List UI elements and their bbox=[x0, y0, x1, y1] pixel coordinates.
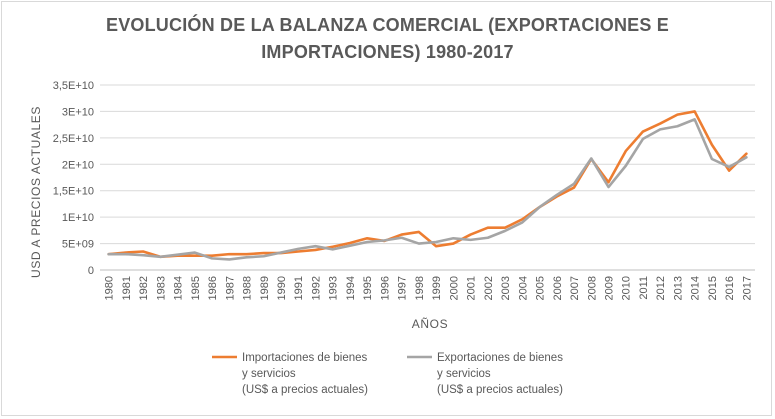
y-axis-label: USD A PRECIOS ACTUALES bbox=[29, 106, 43, 278]
x-tick-label: 1998 bbox=[414, 276, 426, 300]
y-axis-tick-labels: 0 5E+09 1E+10 1,5E+10 2E+10 2,5E+10 3E+10 3,5E+… bbox=[53, 80, 94, 277]
chart-title-line-1: EVOLUCIÓN DE LA BALANZA COMERCIAL (EXPOR… bbox=[105, 15, 670, 35]
x-tick-label: 2013 bbox=[672, 276, 684, 300]
x-tick-label: 2000 bbox=[448, 276, 460, 300]
x-tick-label: 2004 bbox=[517, 276, 529, 300]
x-tick-label: 2016 bbox=[724, 276, 736, 300]
x-tick-label: 1990 bbox=[276, 276, 288, 300]
x-tick-label: 2005 bbox=[535, 276, 547, 300]
x-tick-label: 1981 bbox=[121, 276, 133, 300]
x-tick-label: 2015 bbox=[707, 276, 719, 300]
x-tick-label: 2012 bbox=[655, 276, 667, 300]
x-tick-label: 1992 bbox=[310, 276, 322, 300]
x-tick-label: 1991 bbox=[293, 276, 305, 300]
x-tick-label: 1993 bbox=[328, 276, 340, 300]
legend: Importaciones de bienes y servicios (US$ a… bbox=[212, 352, 563, 396]
x-tick-label: 1989 bbox=[259, 276, 271, 300]
x-tick-label: 2003 bbox=[500, 276, 512, 300]
legend-label: Importaciones de bienes y servicios (US$ a… bbox=[242, 352, 368, 396]
x-axis-label: AÑOS bbox=[412, 317, 448, 331]
x-tick-label: 1988 bbox=[242, 276, 254, 300]
y-tick-label: 2E+10 bbox=[62, 159, 94, 171]
y-tick-label: 0 bbox=[88, 265, 94, 277]
x-tick-label: 1996 bbox=[379, 276, 391, 300]
x-tick-label: 1995 bbox=[362, 276, 374, 300]
y-tick-label: 5E+09 bbox=[62, 239, 94, 251]
x-tick-label: 1985 bbox=[190, 276, 202, 300]
series-line-exportaciones bbox=[107, 118, 748, 261]
legend-item-importaciones: Importaciones de bienes y servicios (US$ a… bbox=[212, 352, 368, 396]
y-tick-label: 3E+10 bbox=[62, 106, 94, 118]
x-tick-label: 2002 bbox=[483, 276, 495, 300]
x-tick-label: 2017 bbox=[741, 276, 753, 300]
x-tick-label: 2007 bbox=[569, 276, 581, 300]
x-tick-label: 1987 bbox=[224, 276, 236, 300]
legend-item-exportaciones: Exportaciones de bienes y servicios (US$ a… bbox=[407, 352, 563, 396]
series-lines bbox=[107, 110, 748, 261]
x-tick-label: 2009 bbox=[603, 276, 615, 300]
x-tick-label: 1986 bbox=[207, 276, 219, 300]
y-tick-label: 3,5E+10 bbox=[53, 80, 94, 92]
x-tick-label: 2014 bbox=[690, 276, 702, 300]
x-tick-label: 2008 bbox=[586, 276, 598, 300]
x-axis-tick-labels: 1980 1981 1982 1983 1984 1985 1986 1987 1988 1989… bbox=[104, 276, 754, 300]
x-tick-label: 1983 bbox=[155, 276, 167, 300]
x-tick-label: 1994 bbox=[345, 276, 357, 300]
y-tick-label: 1,5E+10 bbox=[53, 186, 94, 198]
y-tick-label: 2,5E+10 bbox=[53, 133, 94, 145]
x-tick-label: 1980 bbox=[104, 276, 116, 300]
x-tick-label: 2010 bbox=[621, 276, 633, 300]
series-line-importaciones bbox=[107, 110, 748, 259]
x-tick-label: 1984 bbox=[173, 276, 185, 300]
x-tick-label: 2001 bbox=[466, 276, 478, 300]
legend-label: Exportaciones de bienes y servicios (US$ a… bbox=[437, 352, 563, 396]
x-tick-label: 1982 bbox=[138, 276, 150, 300]
x-tick-label: 2006 bbox=[552, 276, 564, 300]
x-tick-label: 2011 bbox=[638, 276, 650, 300]
x-tick-label: 1997 bbox=[397, 276, 409, 300]
chart-title-line-2: IMPORTACIONES) 1980-2017 bbox=[261, 42, 514, 62]
y-tick-label: 1E+10 bbox=[62, 212, 94, 224]
chart-title: EVOLUCIÓN DE LA BALANZA COMERCIAL (EXPOR… bbox=[0, 12, 775, 66]
x-tick-label: 1999 bbox=[431, 276, 443, 300]
